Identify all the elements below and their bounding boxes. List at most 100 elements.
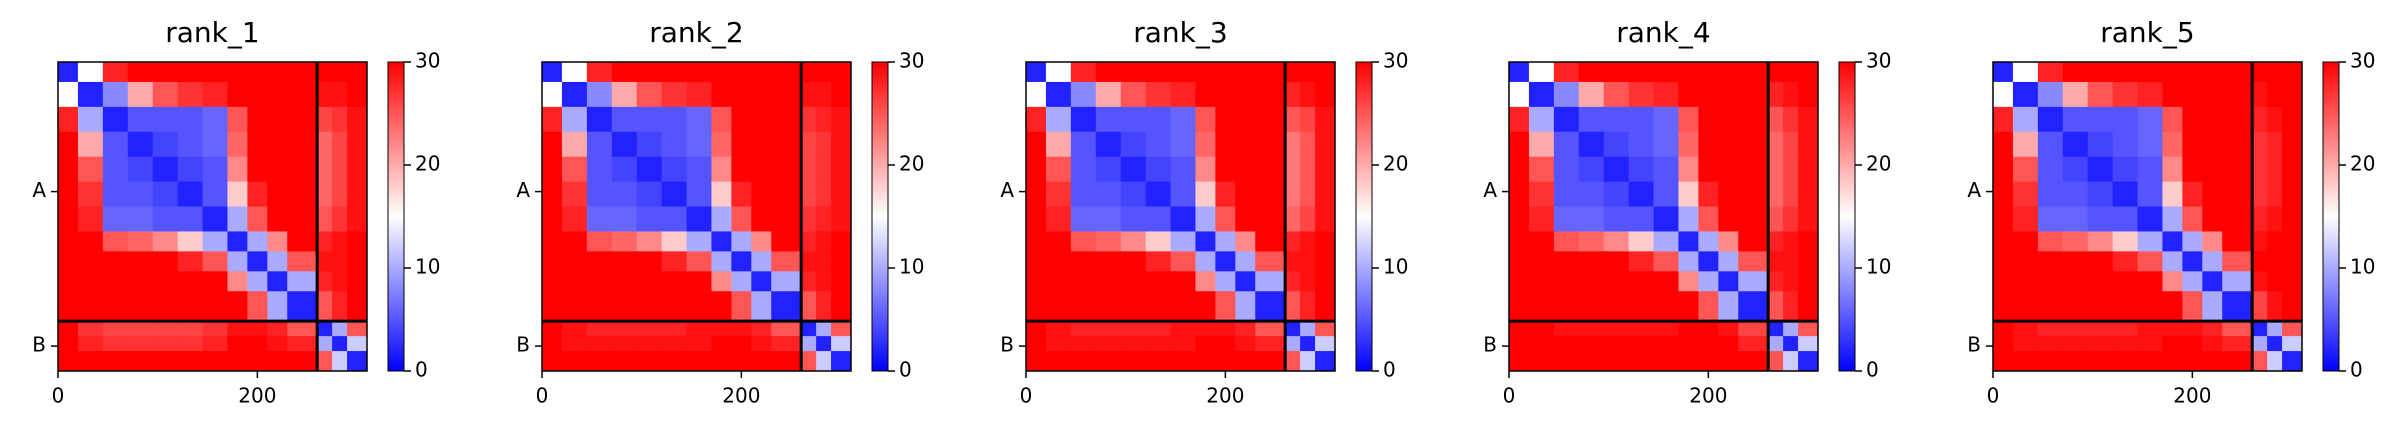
- heatmap-cell: [1215, 291, 1236, 322]
- heatmap-cell: [1235, 156, 1256, 183]
- heatmap-cell: [1300, 62, 1316, 83]
- heatmap-cell: [542, 291, 563, 322]
- heatmap-cell: [1718, 156, 1739, 183]
- heatmap-cell: [317, 231, 333, 252]
- heatmap-cell: [2112, 106, 2139, 133]
- heatmap-cell: [801, 131, 817, 158]
- heatmap-cell: [1768, 231, 1784, 252]
- heatmap-cell: [332, 251, 348, 272]
- colorbar-tick-label: 30: [2350, 49, 2375, 73]
- heatmap-cell: [611, 231, 638, 252]
- heatmap-cell: [127, 336, 154, 352]
- heatmap-cell: [77, 231, 104, 252]
- y-tick-label: A: [1000, 178, 1014, 202]
- colorbar: [2322, 61, 2340, 372]
- heatmap-cell: [1783, 336, 1799, 352]
- heatmap-cell: [2282, 251, 2303, 272]
- heatmap-cell: [2112, 351, 2139, 372]
- heatmap-cell: [58, 336, 79, 352]
- heatmap-cell: [1738, 351, 1769, 372]
- heatmap-cell: [1255, 271, 1286, 292]
- heatmap-cell: [127, 62, 154, 83]
- heatmap-cell: [2012, 271, 2039, 292]
- heatmap-cell: [77, 291, 104, 322]
- heatmap-cell: [2012, 291, 2039, 322]
- heatmap-cell: [2087, 156, 2114, 183]
- heatmap-cell: [1300, 131, 1316, 158]
- heatmap-cell: [317, 62, 333, 83]
- heatmap-cell: [227, 206, 248, 232]
- heatmap-cell: [177, 271, 204, 292]
- heatmap-cell: [611, 156, 638, 183]
- heatmap-cell: [77, 181, 104, 208]
- heatmap-cell: [686, 336, 712, 352]
- y-tick-label: B: [1483, 333, 1497, 357]
- colorbar-tick-label: 20: [899, 152, 924, 176]
- heatmap-cell: [2112, 336, 2139, 352]
- heatmap-cell: [177, 131, 204, 158]
- heatmap-cell: [1235, 291, 1256, 322]
- heatmap-cell: [1768, 81, 1784, 108]
- heatmap-cell: [2162, 131, 2183, 158]
- heatmap-cell: [831, 156, 852, 183]
- heatmap-cell: [1285, 106, 1301, 133]
- heatmap-cell: [661, 131, 688, 158]
- heatmap-cell: [287, 131, 318, 158]
- heatmap-cell: [816, 321, 832, 337]
- heatmap-cell: [102, 336, 129, 352]
- heatmap-cell: [2112, 156, 2139, 183]
- heatmap-cell: [611, 251, 638, 272]
- heatmap-cell: [227, 181, 248, 208]
- heatmap-cell: [1578, 336, 1605, 352]
- heatmap-cell: [1255, 351, 1286, 372]
- heatmap-cell: [1628, 181, 1655, 208]
- heatmap-cell: [287, 156, 318, 183]
- heatmap-cell: [586, 291, 613, 322]
- heatmap-cell: [542, 156, 563, 183]
- heatmap-cell: [1045, 106, 1072, 133]
- heatmap-cell: [1528, 62, 1555, 83]
- heatmap-cell: [1215, 181, 1236, 208]
- colorbar-tick-label: 0: [2350, 358, 2363, 382]
- heatmap-cell: [1738, 131, 1769, 158]
- heatmap-cell: [1120, 321, 1147, 337]
- heatmap-cell: [227, 131, 248, 158]
- heatmap-cell: [267, 231, 288, 252]
- heatmap-cell: [1553, 336, 1580, 352]
- heatmap-cell: [247, 156, 268, 183]
- heatmap-cell: [2062, 181, 2089, 208]
- heatmap-cell: [2062, 271, 2089, 292]
- heatmap-cell: [636, 291, 663, 322]
- heatmap-cell: [152, 291, 179, 322]
- heatmap-cell: [1603, 206, 1630, 232]
- heatmap-cell: [77, 156, 104, 183]
- heatmap-cell: [1235, 81, 1256, 108]
- heatmap-cell: [1783, 351, 1799, 372]
- heatmap-cell: [102, 131, 129, 158]
- heatmap-cell: [202, 181, 228, 208]
- heatmap-cell: [636, 81, 663, 108]
- heatmap-cell: [1509, 336, 1530, 352]
- heatmap-cell: [686, 181, 712, 208]
- heatmap-cell: [1255, 291, 1286, 322]
- heatmap-cell: [2087, 106, 2114, 133]
- heatmap-cell: [542, 81, 563, 108]
- heatmap-cell: [2222, 106, 2253, 133]
- heatmap-cell: [542, 106, 563, 133]
- heatmap-cell: [1215, 62, 1236, 83]
- plot-frame: [541, 61, 852, 372]
- heatmap-cell: [1315, 131, 1336, 158]
- heatmap-cell: [2062, 156, 2089, 183]
- heatmap-cell: [1095, 321, 1122, 337]
- heatmap-cell: [1145, 231, 1172, 252]
- heatmap-cell: [1768, 181, 1784, 208]
- heatmap-cell: [2252, 351, 2268, 372]
- heatmap-cell: [661, 251, 688, 272]
- heatmap-cell: [2162, 351, 2183, 372]
- heatmap-cell: [177, 351, 204, 372]
- x-tick-label: 0: [1020, 384, 1033, 408]
- heatmap-cell: [152, 336, 179, 352]
- heatmap-cell: [267, 106, 288, 133]
- heatmap-cell: [1678, 251, 1699, 272]
- heatmap-cell: [1678, 206, 1699, 232]
